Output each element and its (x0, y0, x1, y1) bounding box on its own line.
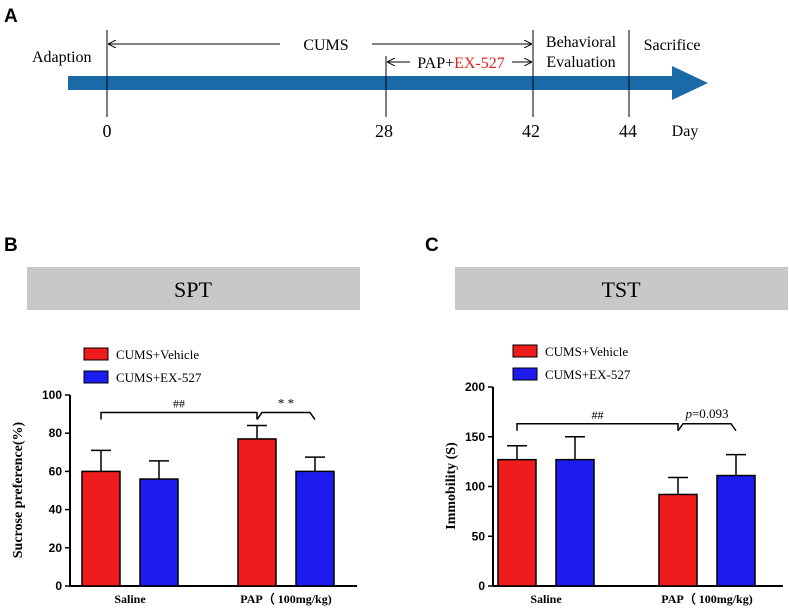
day-unit-label: Day (672, 123, 699, 140)
timeline-panel: A Adaption CUMS PAP+EX-527 Behavioral Ev… (4, 6, 708, 141)
legend-swatch (83, 370, 109, 384)
x-tick-label: Saline (114, 592, 146, 606)
pap-label-drug: EX-527 (454, 55, 505, 72)
y-tick-label: 100 (42, 388, 62, 402)
bar (658, 493, 698, 587)
legend-swatch (83, 347, 109, 361)
bar (716, 474, 756, 587)
p-value: =0.093 (692, 406, 729, 421)
day-label-0: 0 (103, 121, 112, 141)
tst-chart: C TST 0 50 100 150 200 Immobility (S) CUMS+Veh… (425, 235, 788, 606)
y-tick-label: 100 (465, 480, 485, 494)
bar (497, 458, 537, 587)
panel-letter-a: A (4, 6, 18, 27)
y-tick-label: 60 (49, 464, 63, 478)
y-tick-label: 150 (465, 430, 485, 444)
p-symbol: p (684, 406, 692, 421)
tst-header-label: TST (601, 277, 641, 302)
cums-label: CUMS (303, 37, 348, 54)
evaluation-label: Evaluation (546, 54, 615, 71)
group-significance-label: ## (592, 408, 604, 422)
y-tick-label: 80 (49, 426, 63, 440)
pap-ex527-label: PAP+EX-527 (417, 55, 505, 72)
tst-header-box (455, 267, 788, 310)
bar (295, 470, 335, 587)
spt-chart: B SPT 0 20 40 60 80 100 Sucrose preference(%) C… (4, 235, 360, 606)
legend-swatch (512, 344, 538, 358)
pair-bracket (256, 411, 316, 420)
y-tick-label: 200 (465, 380, 485, 394)
x-tick-label: PAP（ 100mg/kg) (240, 591, 331, 606)
x-tick-label: Saline (530, 592, 562, 606)
panel-letter-c: C (425, 235, 439, 256)
y-tick-label: 40 (49, 503, 63, 517)
group-bracket (100, 411, 258, 420)
y-tick-label: 50 (472, 529, 486, 543)
bar (139, 478, 179, 587)
pap-label-prefix: PAP+ (417, 55, 454, 72)
bar (81, 470, 121, 587)
group-significance-label: ## (173, 397, 185, 411)
legend-label: CUMS+Vehicle (545, 344, 628, 359)
spt-header-label: SPT (174, 277, 212, 302)
y-axis-label: Immobility (S) (444, 442, 459, 530)
day-label-42: 42 (522, 121, 540, 141)
spt-header-box (27, 267, 360, 310)
pair-p-value-label: p=0.093 (684, 406, 728, 421)
adaption-label: Adaption (32, 49, 92, 66)
timeline-arrow-head (672, 66, 708, 100)
bar (237, 438, 277, 587)
bar (555, 458, 595, 587)
x-tick-label: PAP（ 100mg/kg) (661, 591, 752, 606)
behavioral-label: Behavioral (546, 34, 617, 51)
group-bracket (516, 423, 679, 431)
y-tick-label: 20 (49, 541, 63, 555)
sacrifice-label: Sacrifice (644, 37, 701, 54)
legend-label: CUMS+EX-527 (116, 370, 202, 385)
timeline-arrow-shaft (68, 76, 674, 90)
day-label-28: 28 (375, 121, 393, 141)
y-tick-label: 0 (478, 579, 485, 593)
pair-significance-label: * * (278, 396, 294, 411)
legend-swatch (512, 367, 538, 381)
legend-label: CUMS+Vehicle (116, 347, 199, 362)
pair-bracket (677, 423, 737, 432)
panel-letter-b: B (4, 235, 18, 256)
legend-label: CUMS+EX-527 (545, 367, 631, 382)
day-label-44: 44 (619, 121, 637, 141)
y-tick-label: 0 (55, 579, 62, 593)
y-axis-label: Sucrose preference(%) (11, 421, 26, 558)
